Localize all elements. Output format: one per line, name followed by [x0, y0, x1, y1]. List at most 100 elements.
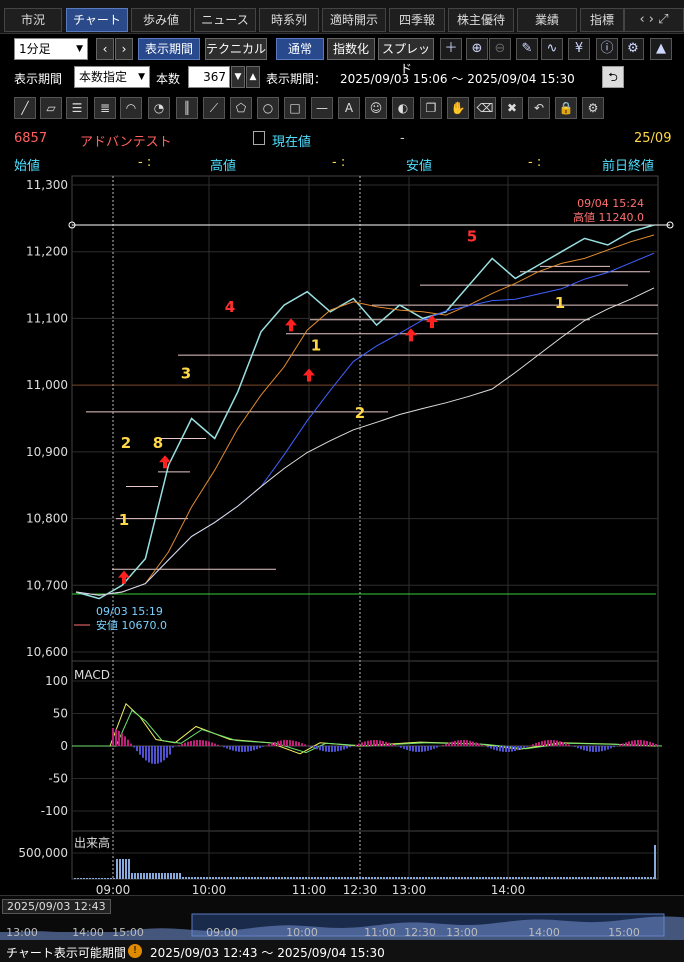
- hlines-tool-icon[interactable]: ☰: [66, 97, 88, 119]
- gann-tool-icon[interactable]: ⟋: [203, 97, 225, 119]
- hline-tool-icon[interactable]: —: [311, 97, 333, 119]
- vlines-tool-icon[interactable]: ║: [176, 97, 198, 119]
- ruler-tool-icon[interactable]: ▱: [40, 97, 62, 119]
- volume-bar: [110, 878, 112, 879]
- volume-bar: [332, 877, 334, 879]
- fib-tool-icon[interactable]: ≣: [94, 97, 116, 119]
- eraser-tool-icon[interactable]: ⌫: [474, 97, 496, 119]
- info-icon[interactable]: ⓘ: [596, 38, 618, 60]
- period-mode-select[interactable]: 本数指定 ▼: [74, 66, 150, 88]
- tab-benefits[interactable]: 株主優待: [448, 8, 514, 32]
- macd-bar: [304, 744, 306, 746]
- volume-bar: [650, 877, 652, 879]
- tab-indicators[interactable]: 指標: [580, 8, 624, 32]
- macd-bar: [481, 744, 483, 746]
- macd-bar: [328, 746, 330, 752]
- macd-bar: [283, 740, 285, 746]
- navigator-area[interactable]: 13:00 14:00 15:00 09:00 10:00 11:00 12:30 13:00…: [0, 896, 684, 941]
- macd-bar: [118, 730, 120, 746]
- add-icon[interactable]: ＋: [440, 38, 462, 60]
- volume-bar: [86, 878, 88, 879]
- volume-bar: [563, 877, 565, 879]
- spread-button[interactable]: スプレッド: [378, 38, 434, 76]
- yen-icon[interactable]: ¥: [568, 38, 590, 60]
- area-chart-icon[interactable]: ▲: [650, 38, 672, 60]
- tab-earnings[interactable]: 業績: [517, 8, 577, 32]
- erase-all-tool-icon[interactable]: ✖: [501, 97, 523, 119]
- y-tick-label: 11,200: [26, 245, 68, 259]
- volume-bar: [227, 877, 229, 879]
- count-up-button[interactable]: ▲: [246, 66, 260, 88]
- fan-tool-icon[interactable]: ◠: [120, 97, 142, 119]
- expand-icon[interactable]: ⤢: [658, 12, 669, 27]
- count-input[interactable]: 367: [188, 66, 230, 88]
- pentagon-tool-icon[interactable]: ⬠: [230, 97, 252, 119]
- navigator[interactable]: 2025/09/03 12:43 13:00 14:00 15:00 09:00 10:…: [0, 895, 684, 941]
- volume-bar: [89, 878, 91, 879]
- macd-bar: [166, 746, 168, 758]
- count-down-button[interactable]: ▼: [231, 66, 245, 88]
- macd-bar: [205, 740, 207, 746]
- rect-tool-icon[interactable]: □: [284, 97, 306, 119]
- circle-tool-icon[interactable]: ○: [257, 97, 279, 119]
- zoom-in-icon[interactable]: ⊕: [466, 38, 488, 60]
- volume-bar: [116, 859, 118, 879]
- zoom-out-icon[interactable]: ⊖: [489, 38, 511, 60]
- tab-nav-arrows[interactable]: ‹ › ⤢: [624, 8, 684, 32]
- volume-bar: [434, 877, 436, 879]
- tab-chart[interactable]: チャート: [66, 8, 128, 32]
- macd-bar: [418, 746, 420, 752]
- normal-button[interactable]: 通常: [276, 38, 324, 60]
- volume-bar: [269, 877, 271, 879]
- arc-tool-icon[interactable]: ◔: [148, 97, 170, 119]
- chevron-left-icon[interactable]: ‹: [639, 12, 645, 27]
- volume-bar: [92, 878, 94, 879]
- copy-tool-icon[interactable]: ❐: [420, 97, 442, 119]
- volume-bar: [581, 877, 583, 879]
- wave-icon[interactable]: ∿: [541, 38, 563, 60]
- macd-bar: [358, 743, 360, 746]
- chevron-right-icon[interactable]: ›: [648, 12, 654, 27]
- stamp-tool-icon[interactable]: ◐: [392, 97, 414, 119]
- tab-market[interactable]: 市況: [4, 8, 62, 32]
- emoji-tool-icon[interactable]: ☺: [365, 97, 387, 119]
- tab-shikiho[interactable]: 四季報: [389, 8, 445, 32]
- interval-select[interactable]: 1分足 ▼: [14, 38, 88, 60]
- volume-bar: [278, 877, 280, 879]
- volume-bar: [107, 878, 109, 879]
- macd-bar: [268, 744, 270, 746]
- macd-bar: [607, 746, 609, 750]
- next-button[interactable]: ›: [115, 38, 133, 60]
- macd-bar: [424, 746, 426, 752]
- tab-disclosure[interactable]: 適時開示: [322, 8, 386, 32]
- tab-news[interactable]: ニュース: [194, 8, 256, 32]
- macd-bar: [331, 746, 333, 752]
- macd-bar: [523, 746, 525, 749]
- settings-tool-icon[interactable]: ⚙: [582, 97, 604, 119]
- macd-bar: [313, 746, 315, 749]
- my-settings-icon[interactable]: ⚙: [622, 38, 644, 60]
- macd-bar: [157, 746, 159, 764]
- technical-button[interactable]: テクニカル: [205, 38, 267, 60]
- navigator-tick: 13:00: [446, 926, 478, 939]
- tab-timeseries[interactable]: 時系列: [259, 8, 319, 32]
- lock-tool-icon[interactable]: 🔒: [555, 97, 577, 119]
- volume-bar: [113, 878, 115, 879]
- return-icon[interactable]: ⮌: [602, 66, 624, 88]
- line-tool-icon[interactable]: ╱: [14, 97, 36, 119]
- tab-ticks[interactable]: 歩み値: [131, 8, 191, 32]
- pencil-icon[interactable]: ✎: [516, 38, 538, 60]
- wave-label: 2: [355, 404, 365, 422]
- price-chart[interactable]: 11,300 11,200 11,100 11,000 10,900 10,800 10,7…: [0, 168, 684, 895]
- period-button[interactable]: 表示期間: [138, 38, 200, 60]
- hand-tool-icon[interactable]: ✋: [447, 97, 469, 119]
- macd-bar: [223, 746, 225, 748]
- volume-bar: [344, 877, 346, 879]
- macd-bar: [610, 746, 612, 749]
- wave-label: 8: [153, 434, 163, 452]
- prev-button[interactable]: ‹: [96, 38, 114, 60]
- undo-tool-icon[interactable]: ↶: [528, 97, 550, 119]
- volume-bar: [392, 877, 394, 879]
- index-button[interactable]: 指数化: [327, 38, 375, 60]
- text-tool-icon[interactable]: A: [338, 97, 360, 119]
